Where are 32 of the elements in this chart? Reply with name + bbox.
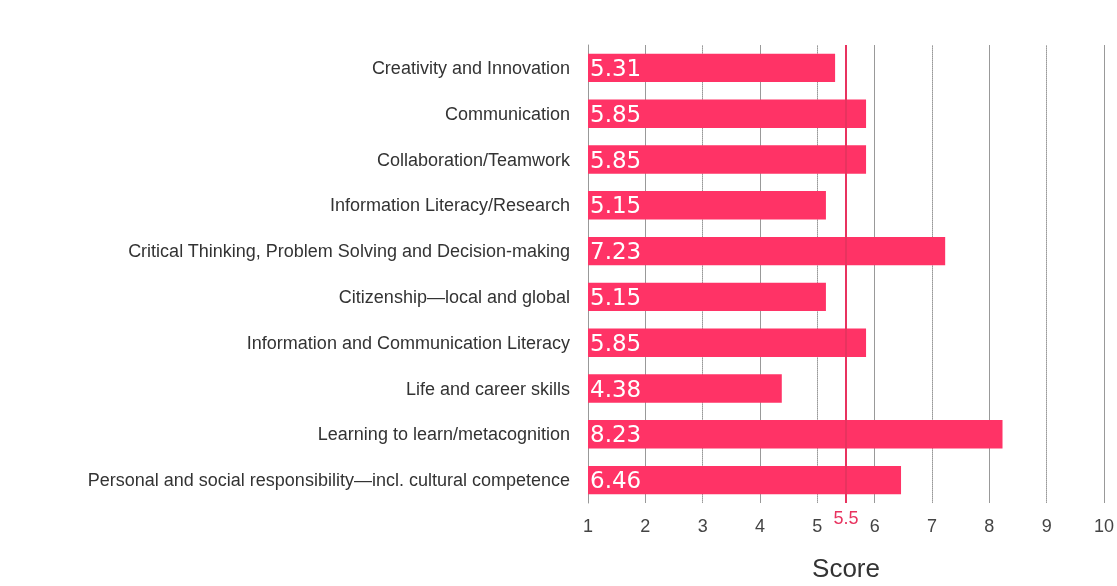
y-tick-label: Critical Thinking, Problem Solving and Decision-making <box>128 241 570 262</box>
data-label: 6.46 <box>590 467 642 494</box>
x-tick-label: 10 <box>1093 516 1114 536</box>
x-tick-label: 7 <box>926 516 937 536</box>
data-label: 7.23 <box>590 238 642 265</box>
y-tick-label: Creativity and Innovation <box>371 57 570 78</box>
y-tick-label: Collaboration/Teamwork <box>376 149 571 170</box>
data-label: 5.15 <box>590 192 642 219</box>
data-label: 4.38 <box>590 375 642 402</box>
y-tick-label: Information Literacy/Research <box>329 195 570 216</box>
y-tick-label: Learning to learn/metacognition <box>317 424 570 445</box>
y-tick-label: Information and Communication Literacy <box>246 332 570 353</box>
x-tick-label: 6 <box>869 516 880 536</box>
ref-line-label: 5.5 <box>833 508 859 528</box>
y-tick-label: Life and career skills <box>405 378 570 399</box>
data-label: 5.85 <box>590 100 642 127</box>
x-tick-label: 4 <box>754 516 765 536</box>
data-label: 5.85 <box>590 146 642 173</box>
x-tick-label: 5 <box>812 516 823 536</box>
y-tick-label: Citizenship—local and global <box>338 286 570 307</box>
x-tick-label: 2 <box>640 516 651 536</box>
x-axis-title: Score <box>812 553 880 583</box>
x-tick-label: 1 <box>582 516 594 536</box>
y-tick-label: Communication <box>444 103 570 124</box>
x-tick-label: 9 <box>1041 516 1052 536</box>
y-tick-label: Personal and social responsibility—incl. cultural competence <box>87 470 570 491</box>
data-label: 5.31 <box>590 54 642 81</box>
data-label: 5.15 <box>590 283 642 310</box>
x-tick-label: 3 <box>697 516 708 536</box>
data-label: 8.23 <box>590 421 642 448</box>
data-label: 5.85 <box>590 329 642 356</box>
x-tick-label: 8 <box>984 516 995 536</box>
